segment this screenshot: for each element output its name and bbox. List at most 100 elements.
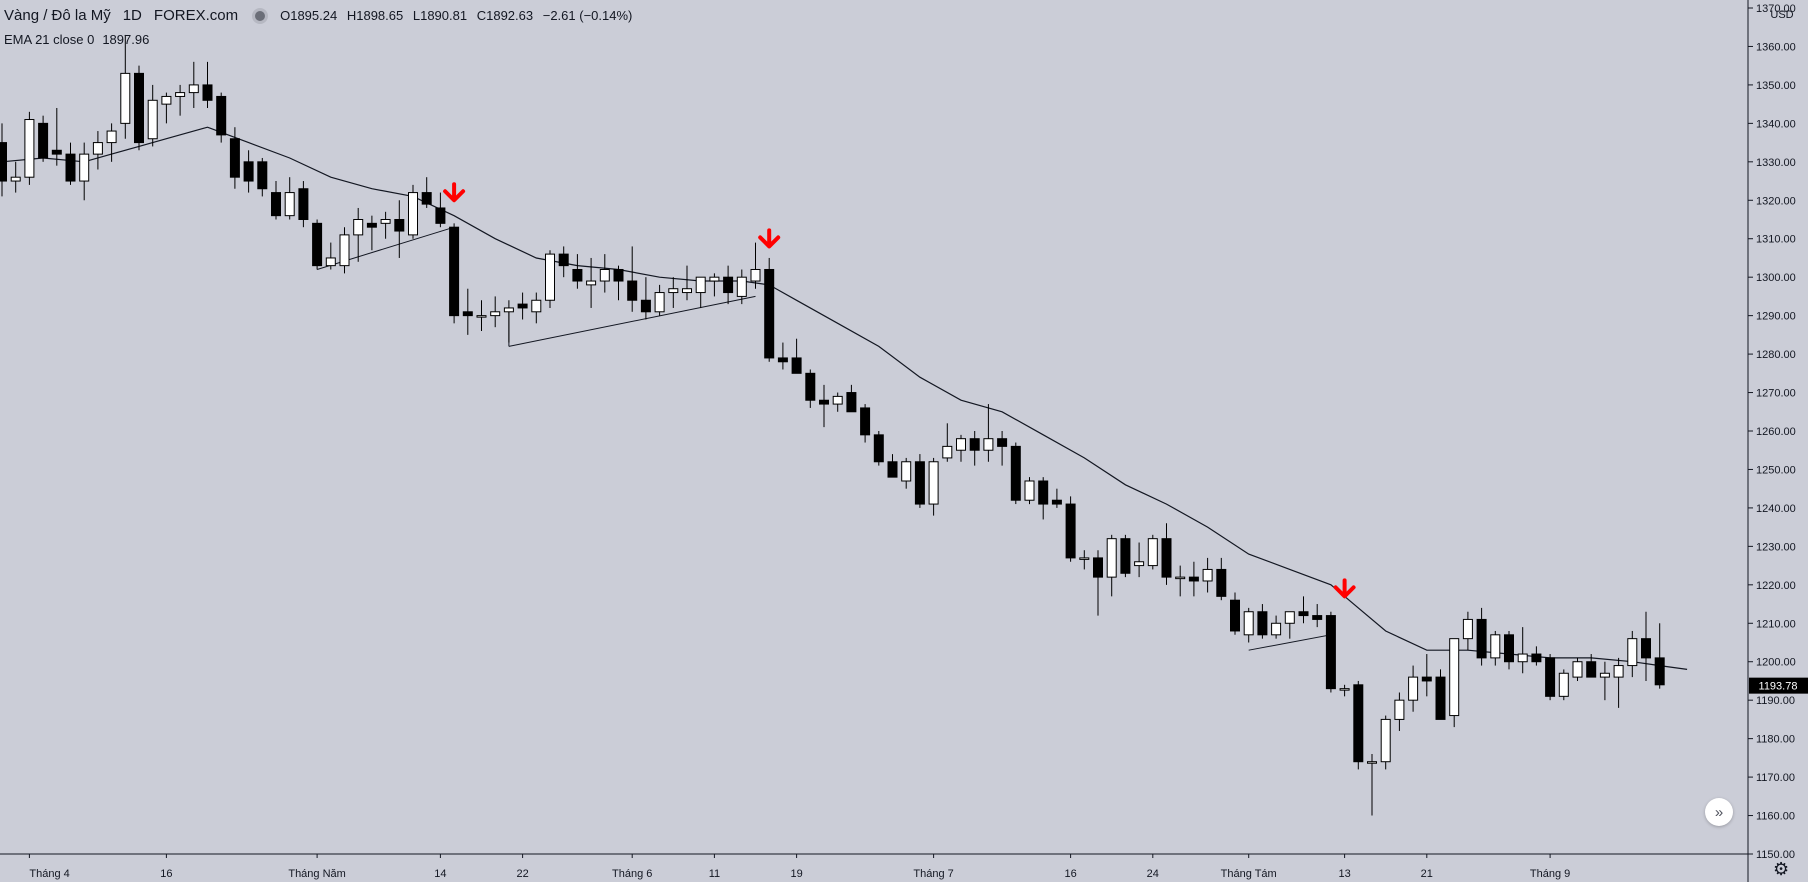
candle[interactable] xyxy=(175,84,186,116)
candle[interactable] xyxy=(969,431,980,466)
candle[interactable] xyxy=(408,184,418,239)
candle[interactable] xyxy=(1175,565,1186,597)
candle[interactable] xyxy=(51,107,62,166)
candle[interactable] xyxy=(668,277,679,308)
candle[interactable] xyxy=(24,111,35,185)
candle[interactable] xyxy=(1051,488,1062,508)
candle[interactable] xyxy=(613,265,624,301)
candle[interactable] xyxy=(79,142,90,201)
candle[interactable] xyxy=(1147,534,1158,570)
candle[interactable] xyxy=(1243,607,1254,643)
trend-line[interactable] xyxy=(1248,634,1331,651)
candle[interactable] xyxy=(914,454,925,508)
candle[interactable] xyxy=(1504,630,1514,670)
candle[interactable] xyxy=(271,181,281,220)
candle[interactable] xyxy=(545,250,555,308)
candle[interactable] xyxy=(353,207,364,262)
candle[interactable] xyxy=(723,265,734,305)
candle[interactable] xyxy=(1380,715,1391,770)
candle[interactable] xyxy=(1654,623,1665,689)
interval-label[interactable]: 1D xyxy=(122,7,142,24)
candle[interactable] xyxy=(1230,592,1240,635)
candle[interactable] xyxy=(942,423,953,462)
candle[interactable] xyxy=(312,219,323,270)
candle[interactable] xyxy=(298,181,309,228)
symbol-name[interactable]: Vàng / Đô la Mỹ xyxy=(4,7,111,24)
candle[interactable] xyxy=(1312,604,1323,628)
candle[interactable] xyxy=(421,177,432,208)
down-arrow-icon[interactable] xyxy=(1333,578,1356,599)
candle[interactable] xyxy=(791,338,802,374)
candle[interactable] xyxy=(819,384,829,428)
candle[interactable] xyxy=(380,211,391,239)
candle[interactable] xyxy=(1572,657,1583,681)
candle[interactable] xyxy=(1462,611,1473,651)
candle[interactable] xyxy=(531,292,542,324)
candle[interactable] xyxy=(887,454,898,478)
candle[interactable] xyxy=(1038,477,1049,520)
candle[interactable] xyxy=(0,123,7,197)
scroll-to-realtime-button[interactable]: » xyxy=(1705,798,1733,826)
candle[interactable] xyxy=(983,404,994,462)
trend-line[interactable] xyxy=(508,295,756,347)
candle[interactable] xyxy=(366,215,377,251)
candle[interactable] xyxy=(956,434,966,462)
candle[interactable] xyxy=(1531,646,1542,666)
candle[interactable] xyxy=(229,127,240,189)
candle[interactable] xyxy=(682,265,692,301)
candle[interactable] xyxy=(1065,496,1076,562)
candle[interactable] xyxy=(1421,654,1432,697)
ema-label[interactable]: EMA 21 close 0 xyxy=(4,32,95,47)
candle[interactable] xyxy=(490,296,501,328)
candle[interactable] xyxy=(1586,654,1597,678)
candle[interactable] xyxy=(106,123,117,162)
candle[interactable] xyxy=(216,92,227,143)
candle[interactable] xyxy=(435,192,446,228)
candle[interactable] xyxy=(1558,669,1569,701)
candle[interactable] xyxy=(1216,557,1227,601)
candle[interactable] xyxy=(161,92,172,124)
candle[interactable] xyxy=(243,150,254,193)
candle[interactable] xyxy=(599,254,610,293)
candle[interactable] xyxy=(1188,561,1199,597)
candle[interactable] xyxy=(997,431,1008,466)
candle[interactable] xyxy=(1353,680,1364,770)
candle[interactable] xyxy=(1641,611,1651,681)
candle[interactable] xyxy=(1435,669,1446,720)
candle[interactable] xyxy=(1093,550,1103,616)
candle[interactable] xyxy=(1613,657,1624,708)
candle[interactable] xyxy=(736,269,747,305)
candle[interactable] xyxy=(1490,630,1501,666)
candle[interactable] xyxy=(1010,442,1021,505)
candle[interactable] xyxy=(449,223,460,324)
candle[interactable] xyxy=(257,157,268,197)
ema-21-line[interactable] xyxy=(1,126,1688,670)
candle[interactable] xyxy=(394,200,405,258)
candle[interactable] xyxy=(1394,692,1405,731)
candle[interactable] xyxy=(1325,611,1336,693)
candle[interactable] xyxy=(1367,754,1377,816)
candle[interactable] xyxy=(586,257,597,308)
candle[interactable] xyxy=(1627,630,1638,678)
candle[interactable] xyxy=(777,342,788,370)
candle[interactable] xyxy=(339,227,350,274)
candle[interactable] xyxy=(832,392,843,412)
candle[interactable] xyxy=(1284,611,1295,639)
candle[interactable] xyxy=(1106,534,1117,597)
candle[interactable] xyxy=(1161,523,1172,585)
candle[interactable] xyxy=(325,242,336,270)
candle[interactable] xyxy=(654,284,665,316)
candle[interactable] xyxy=(462,288,473,335)
candle[interactable] xyxy=(120,34,131,139)
candle[interactable] xyxy=(1120,534,1131,578)
candle[interactable] xyxy=(517,292,528,320)
candle[interactable] xyxy=(202,61,213,108)
candle[interactable] xyxy=(284,177,295,220)
candle[interactable] xyxy=(572,254,583,289)
candle[interactable] xyxy=(695,276,706,308)
candle[interactable] xyxy=(928,457,939,516)
candle[interactable] xyxy=(1408,665,1419,712)
candle[interactable] xyxy=(134,65,144,151)
candle[interactable] xyxy=(147,84,158,147)
